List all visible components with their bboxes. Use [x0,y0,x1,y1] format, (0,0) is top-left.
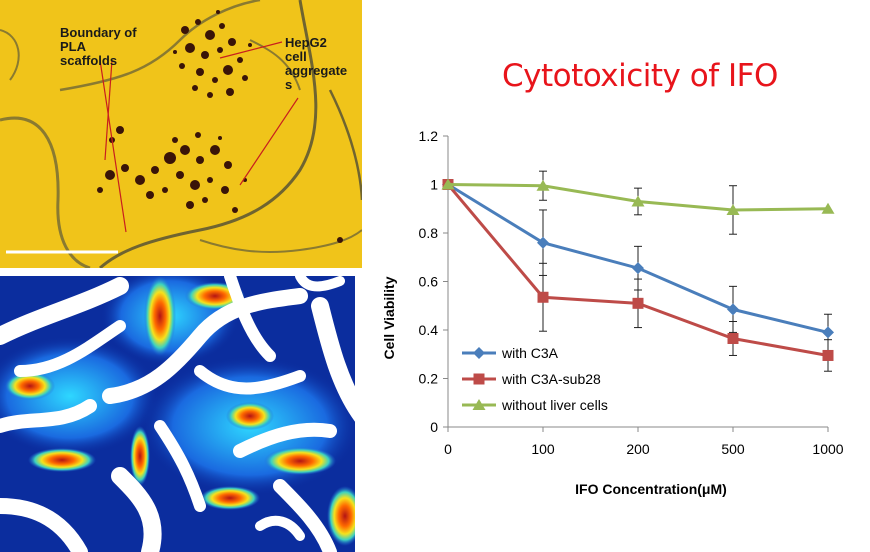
data-point [536,179,550,191]
series-with-c3a-sub28 [442,179,834,372]
x-tick-label: 200 [626,441,650,457]
chart-title: Cytotoxicity of IFO [502,58,778,94]
y-tick-label: 0.8 [419,225,439,241]
legend-marker [473,347,485,359]
x-axis-label: IFO Concentration(μM) [575,481,727,497]
data-point [727,332,739,344]
data-point [822,326,834,339]
data-point [726,203,740,215]
y-tick-label: 1.2 [419,128,439,144]
legend-marker [473,373,485,385]
legend-label: with C3A [501,345,559,361]
flow-simulation-image [0,276,362,552]
y-tick-label: 0 [430,419,438,435]
data-point [632,262,644,275]
y-tick-label: 0.2 [419,371,439,387]
x-tick-label: 0 [444,441,452,457]
data-point [537,236,549,249]
chart-legend: with C3A with C3A-sub28 without liver cell… [462,345,608,413]
scaffold-micrograph: Boundary of PLA scaffolds HepG2 cell agg… [0,0,362,268]
y-tick-label: 0.6 [419,274,439,290]
legend-item: with C3A-sub28 [462,371,601,387]
cell-viability-chart: 0 0.2 0.4 0.6 0.8 1 1.2 0 100 200 500 1000 with C3… [381,128,844,497]
chart-series [441,170,835,372]
boundary-annotation: Boundary of PLA scaffolds [60,25,137,68]
legend-item: without liver cells [462,397,608,413]
data-point [632,297,644,309]
simulation-heatmap [0,276,362,552]
legend-label: with C3A-sub28 [501,371,601,387]
y-tick-label: 0.4 [419,322,439,338]
data-point [821,202,835,214]
y-axis-label: Cell Viability [381,276,397,359]
x-axis-ticks: 0 100 200 500 1000 [444,427,844,457]
x-tick-label: 500 [721,441,745,457]
y-axis-ticks: 0 0.2 0.4 0.6 0.8 1 1.2 [419,128,448,435]
data-point [822,349,834,361]
legend-item: with C3A [462,345,559,361]
cell-aggregate-annotation: HepG2 cell aggregate s [285,35,348,92]
micrograph-image [0,0,362,268]
data-point [537,291,549,303]
legend-marker [472,399,486,410]
data-point [631,195,645,207]
x-tick-label: 100 [531,441,555,457]
x-tick-label: 1000 [812,441,843,457]
legend-label: without liver cells [501,397,608,413]
data-point [727,303,739,316]
series-without-liver-cells [441,170,835,235]
data-point [441,178,455,190]
y-tick-label: 1 [430,177,438,193]
